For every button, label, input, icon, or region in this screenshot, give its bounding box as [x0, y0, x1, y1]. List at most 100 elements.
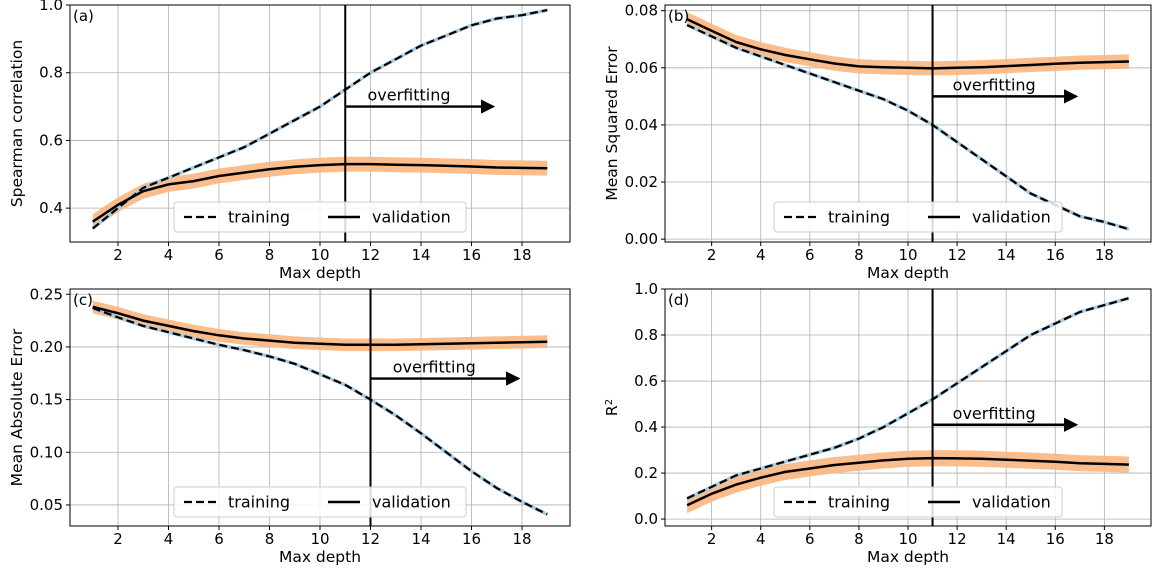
- x-tick-label: 6: [214, 246, 224, 264]
- x-axis-label: Max depth: [279, 264, 361, 282]
- legend-box: [773, 486, 1063, 518]
- legend-validation-label: validation: [972, 208, 1051, 227]
- y-tick-label: 0.15: [30, 391, 63, 409]
- x-tick-label: 14: [997, 246, 1016, 264]
- panel-b: overfitting 2 4 6 8 10 12 14 16 18 0.00 0.02 0.04 0.0…: [603, 2, 1152, 282]
- x-tick-label: 4: [756, 246, 766, 264]
- x-tick-label: 18: [1095, 246, 1114, 264]
- x-tick-label: 16: [462, 530, 481, 548]
- y-tick-label: 0.4: [39, 199, 63, 217]
- overfitting-label: overfitting: [393, 358, 476, 377]
- x-tick-label: 16: [1046, 246, 1065, 264]
- x-tick-label: 2: [113, 530, 123, 548]
- x-tick-label: 6: [805, 530, 815, 548]
- y-tick-label: 0.08: [625, 2, 658, 20]
- x-tick-label: 10: [310, 246, 329, 264]
- y-axis-label: R2: [603, 399, 621, 416]
- x-tick-label: 18: [512, 246, 531, 264]
- x-tick-label: 12: [948, 246, 967, 264]
- legend-training-label: training: [228, 208, 290, 227]
- validation-band: [92, 156, 548, 230]
- panel-c: overfitting 2 4 6 8 10 12 14 16 18 0.05 0.10 0.15 0.2…: [8, 285, 571, 566]
- x-axis-label: Max depth: [867, 264, 949, 282]
- legend-validation-label: validation: [372, 208, 451, 227]
- legend-training-label: training: [828, 208, 890, 227]
- y-tick-label: 0.0: [634, 510, 658, 528]
- training-line: [686, 297, 1130, 500]
- validation-line: [686, 456, 1129, 507]
- x-tick-label: 12: [361, 530, 380, 548]
- x-tick-label: 14: [411, 530, 430, 548]
- legend-box: [173, 486, 467, 518]
- validation-band: [687, 12, 1129, 76]
- validation-line: [92, 162, 548, 223]
- x-tick-label: 8: [265, 530, 275, 548]
- x-tick-label: 8: [854, 246, 864, 264]
- x-tick-label: 14: [997, 530, 1016, 548]
- x-tick-label: 2: [707, 530, 717, 548]
- x-tick-label: 16: [462, 246, 481, 264]
- legend-validation-label: validation: [372, 493, 451, 512]
- overfitting-label: overfitting: [367, 86, 450, 105]
- y-axis-label: Spearman correlation: [8, 40, 26, 207]
- legend-box: [173, 201, 467, 233]
- x-tick-label: 18: [1095, 530, 1114, 548]
- panel-label: (a): [73, 7, 94, 25]
- y-tick-label: 0.06: [625, 59, 658, 77]
- x-tick-label: 12: [948, 530, 967, 548]
- x-tick-label: 14: [411, 246, 430, 264]
- x-tick-label: 12: [361, 246, 380, 264]
- y-tick-label: 0.4: [634, 418, 658, 436]
- y-tick-label: 0.10: [30, 443, 63, 461]
- y-tick-label: 0.2: [634, 464, 658, 482]
- panel-label: (b): [668, 7, 689, 25]
- y-tick-label: 1.0: [39, 0, 63, 14]
- x-tick-label: 2: [707, 246, 717, 264]
- x-tick-label: 4: [164, 530, 174, 548]
- y-tick-label: 0.00: [625, 230, 658, 248]
- y-axis-label: Mean Squared Error: [603, 46, 621, 201]
- validation-line: [92, 305, 548, 347]
- x-tick-label: 8: [265, 246, 275, 264]
- x-tick-label: 18: [512, 530, 531, 548]
- panel-a: overfitting 2 4 6 8 10 12 14 16 18 0.4 0.6 0.8 1.0 Max…: [8, 0, 571, 282]
- y-tick-label: 0.8: [39, 64, 63, 82]
- y-tick-label: 0.25: [30, 285, 63, 303]
- y-axis-label: Mean Absolute Error: [8, 328, 26, 486]
- y-tick-label: 1.0: [634, 280, 658, 298]
- x-tick-label: 6: [805, 246, 815, 264]
- validation-band: [687, 450, 1129, 514]
- x-tick-label: 6: [214, 530, 224, 548]
- x-tick-label: 4: [164, 246, 174, 264]
- panel-label: (d): [668, 291, 689, 309]
- x-tick-label: 10: [898, 246, 917, 264]
- training-line: [92, 306, 548, 516]
- legend-box: [773, 201, 1063, 233]
- panel-label: (c): [73, 291, 93, 309]
- y-tick-label: 0.6: [39, 131, 63, 149]
- y-tick-label: 0.20: [30, 338, 63, 356]
- y-tick-label: 0.04: [625, 116, 658, 134]
- validation-band: [92, 300, 548, 352]
- x-tick-label: 2: [113, 246, 123, 264]
- legend-training-label: training: [228, 493, 290, 512]
- y-tick-label: 0.02: [625, 173, 658, 191]
- x-axis-label: Max depth: [867, 548, 949, 566]
- x-axis-label: Max depth: [279, 548, 361, 566]
- legend-validation-label: validation: [972, 493, 1051, 512]
- overfitting-label: overfitting: [953, 75, 1036, 94]
- y-tick-label: 0.05: [30, 496, 63, 514]
- y-tick-label: 0.8: [634, 326, 658, 344]
- legend-training-label: training: [828, 493, 890, 512]
- x-tick-label: 16: [1046, 530, 1065, 548]
- x-tick-label: 4: [756, 530, 766, 548]
- y-tick-label: 0.6: [634, 372, 658, 390]
- training-line: [92, 9, 548, 230]
- overfitting-label: overfitting: [953, 404, 1036, 423]
- x-tick-label: 8: [854, 530, 864, 548]
- validation-line: [686, 18, 1129, 70]
- x-tick-label: 10: [898, 530, 917, 548]
- x-tick-label: 10: [310, 530, 329, 548]
- panel-d: overfitting 2 4 6 8 10 12 14 16 18 0.0 0.2 0.4 0.6 0.8…: [603, 280, 1152, 566]
